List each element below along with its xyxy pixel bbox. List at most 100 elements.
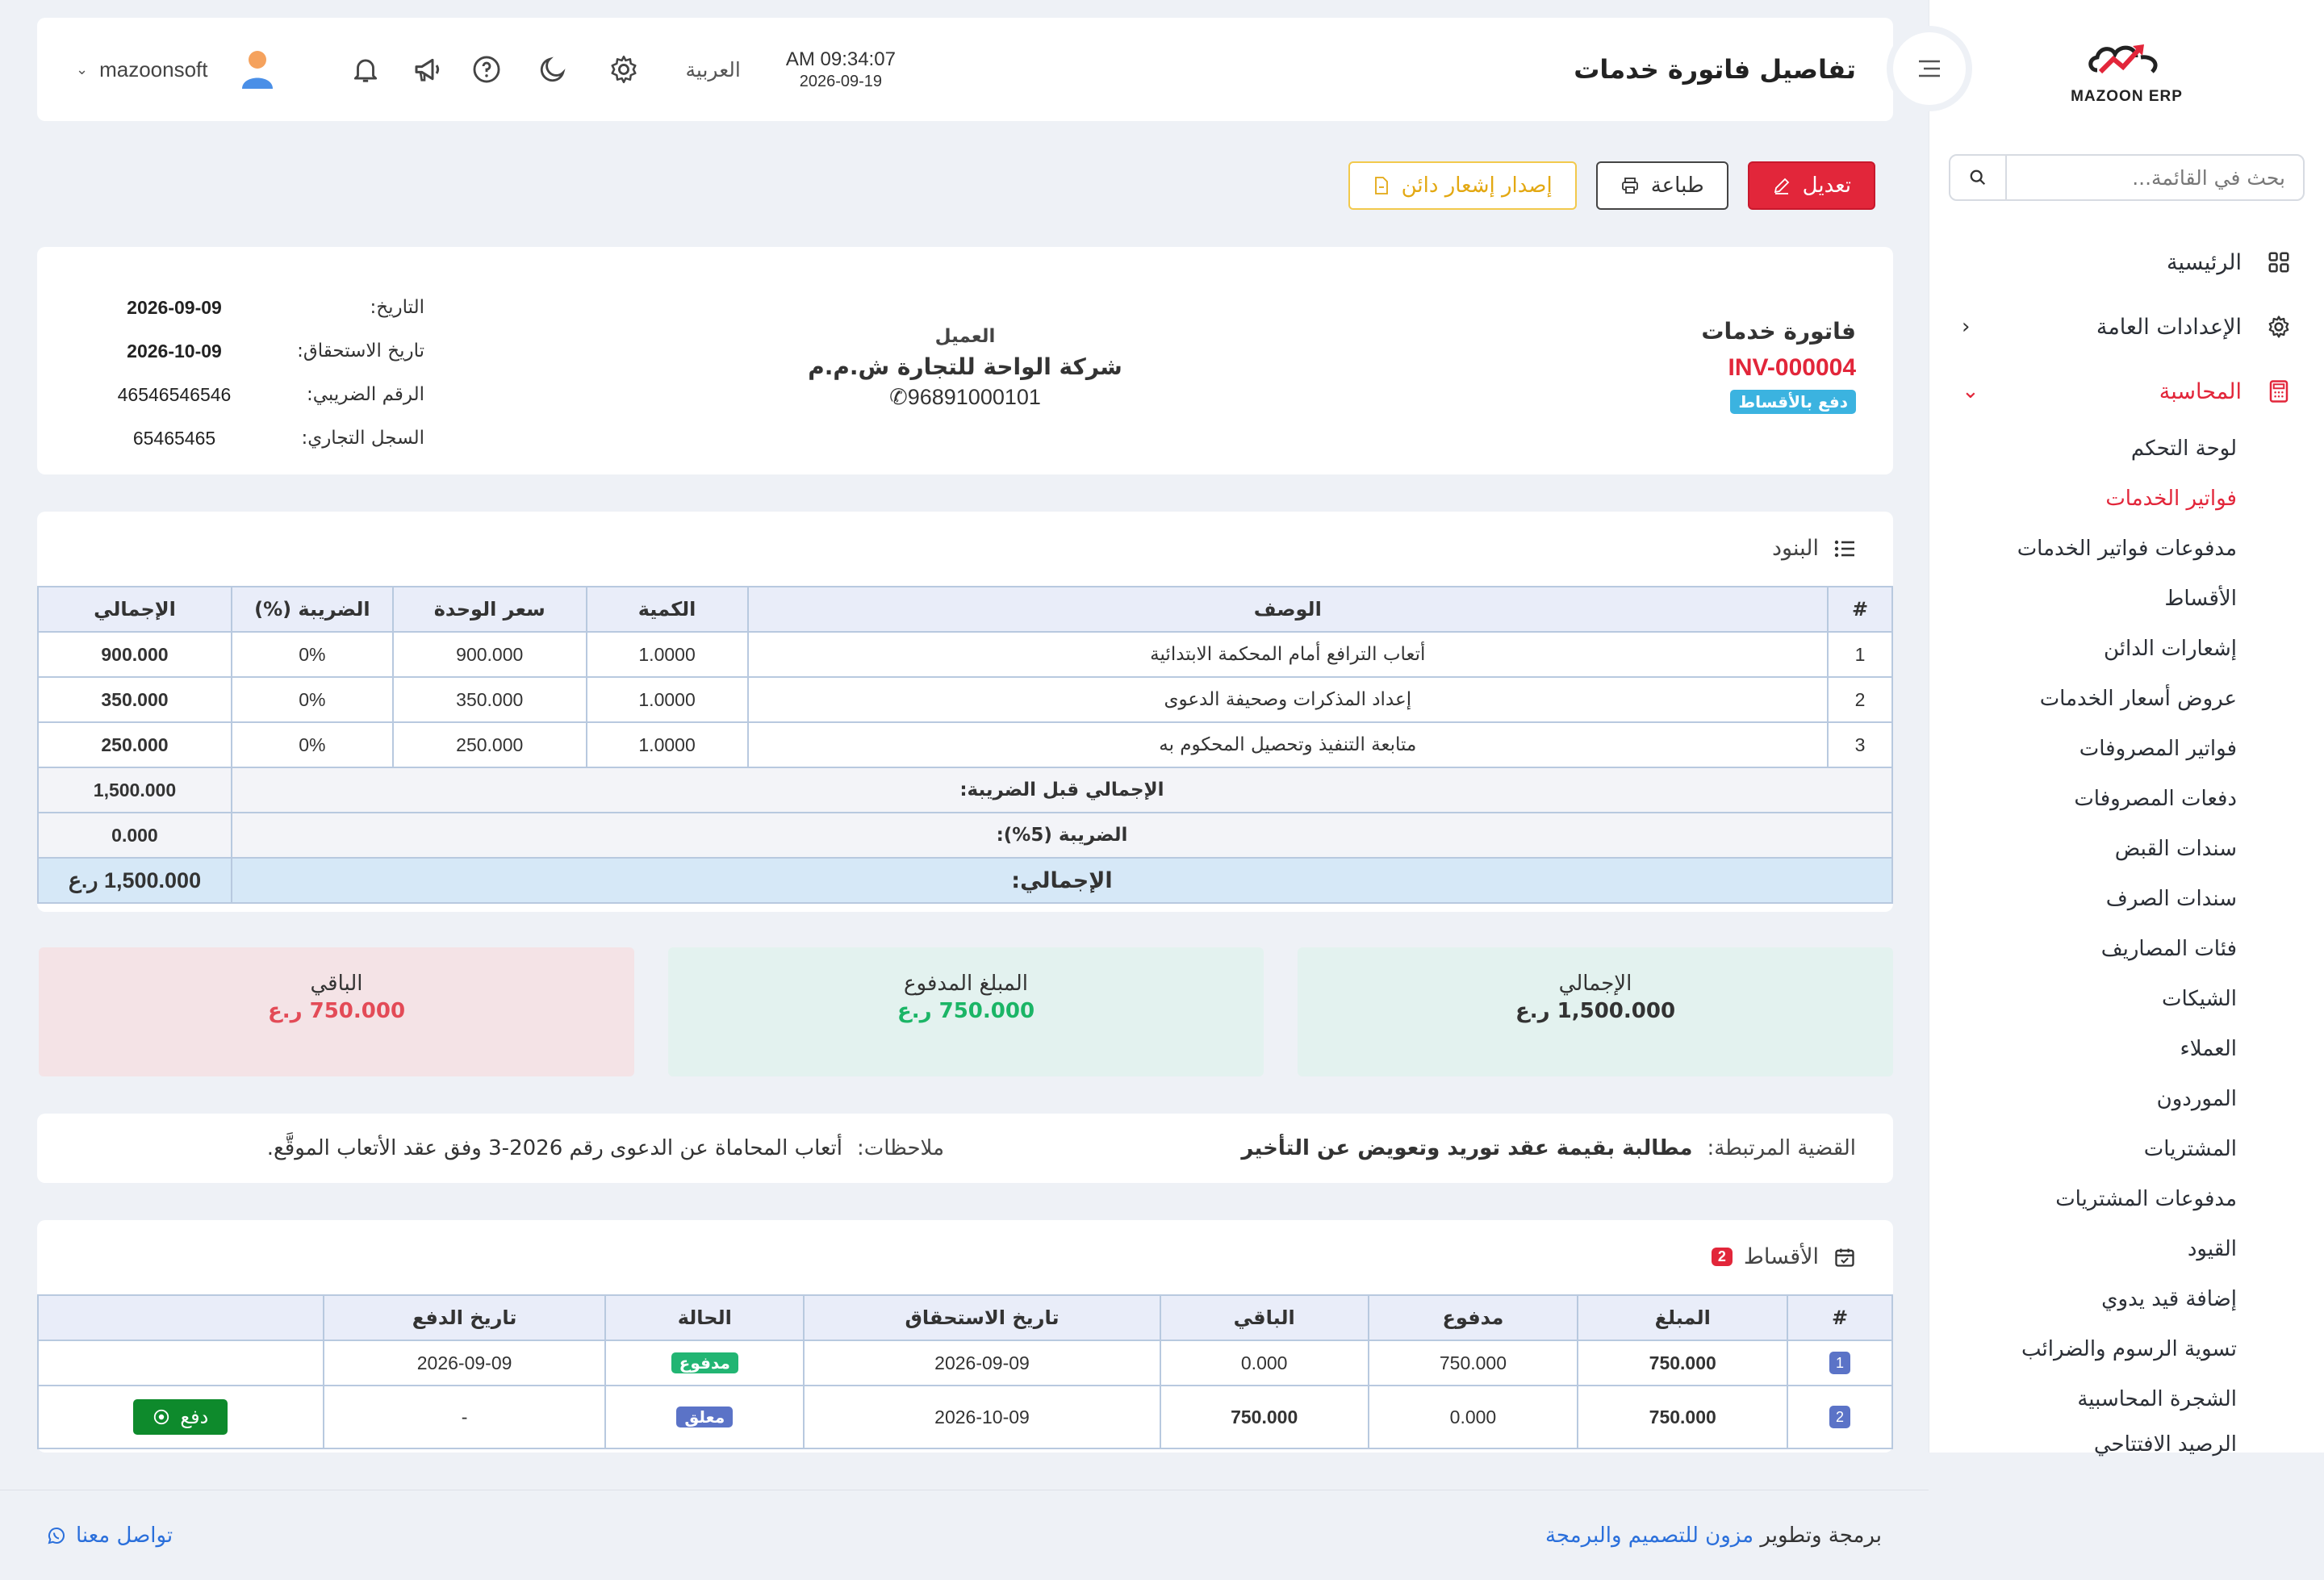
- submenu-item[interactable]: الأقساط: [2164, 587, 2237, 611]
- submenu-item[interactable]: فواتير المصروفات: [2079, 737, 2237, 761]
- bell-icon: [353, 59, 377, 82]
- subtotal-row: الإجمالي قبل الضريبة: 1,500.000: [37, 767, 1894, 813]
- chevron-down-icon: ⌄: [1962, 379, 1979, 403]
- sidebar-search: [1949, 154, 2305, 201]
- footer: برمجة وتطوير مزون للتصميم والبرمجة تواصل…: [0, 1490, 1929, 1580]
- print-button[interactable]: طباعة: [1595, 161, 1728, 210]
- submenu-item[interactable]: الموردون: [2156, 1087, 2237, 1111]
- summary-total-tile: الإجمالي 1,500.000 ر.ع: [1298, 947, 1893, 1076]
- notifications-button[interactable]: [349, 52, 382, 86]
- notes-card: القضية المرتبطة: مطالبة بقيمة عقد توريد …: [37, 1114, 1893, 1183]
- cell-remaining: 0.000: [1159, 1340, 1369, 1386]
- cell-due-date: 2026-09-09: [803, 1340, 1161, 1386]
- meta-label: الرقم الضريبي:: [307, 384, 424, 405]
- items-title: البنود: [1772, 536, 1819, 561]
- language-switch[interactable]: العربية: [685, 57, 741, 82]
- column-header: تاريخ الدفع: [322, 1294, 607, 1341]
- pay-installment-button[interactable]: دفع: [133, 1399, 228, 1435]
- sidebar-toggle-button[interactable]: [1893, 32, 1966, 105]
- submenu-item[interactable]: عروض أسعار الخدمات: [2039, 687, 2237, 711]
- sidebar-search-button[interactable]: [1950, 156, 2007, 199]
- installments-card: الأقساط 2 # المبلغ مدفوع الباقي تاريخ ال…: [37, 1220, 1893, 1453]
- submenu-item-service-invoices[interactable]: فواتير الخدمات: [2105, 487, 2237, 511]
- cell-unit-price: 900.000: [391, 631, 587, 678]
- cell-actions: [37, 1340, 324, 1386]
- invoice-meta: التاريخ: 2026-09-09 تاريخ الاستحقاق: 202…: [86, 286, 424, 460]
- cell-amount: 750.000: [1577, 1340, 1789, 1386]
- cell-actions: دفع: [37, 1385, 324, 1449]
- edit-button[interactable]: تعديل: [1747, 161, 1875, 210]
- gear-icon: [2266, 314, 2292, 340]
- tax-label: الضريبة (5%):: [230, 812, 1894, 859]
- cell-paid: 750.000: [1367, 1340, 1579, 1386]
- submenu-item[interactable]: الشيكات: [2162, 987, 2237, 1011]
- meta-label: التاريخ:: [370, 297, 424, 318]
- summary-total-value: 1,500.000 ر.ع: [1515, 999, 1676, 1023]
- logo[interactable]: MAZOON ERP: [1929, 0, 2324, 141]
- theme-toggle-button[interactable]: [536, 52, 570, 86]
- submenu-item[interactable]: إضافة قيد يدوي: [2101, 1287, 2237, 1311]
- sidebar-item-home[interactable]: الرئيسية: [1929, 230, 2324, 295]
- user-menu[interactable]: ⌄ mazoonsoft: [76, 48, 276, 90]
- sidebar-search-input[interactable]: [2007, 156, 2303, 199]
- issue-credit-note-button[interactable]: إصدار إشعار دائن: [1348, 161, 1577, 210]
- sidebar-item-accounting[interactable]: المحاسبة ⌄: [1929, 359, 2324, 424]
- submenu-item[interactable]: مدفوعات المشتريات: [2055, 1187, 2237, 1211]
- submenu-item[interactable]: المشتريات: [2143, 1137, 2237, 1161]
- submenu-item[interactable]: لوحة التحكم: [2130, 437, 2237, 461]
- chevron-down-icon: ⌄: [76, 61, 89, 77]
- meta-value: 2026-09-09: [127, 296, 222, 318]
- invoice-type-title: فاتورة خدمات: [1701, 318, 1856, 345]
- cell-unit-price: 250.000: [391, 721, 587, 768]
- meta-value: 46546546546: [117, 383, 232, 405]
- sidebar-item-label: الإعدادات العامة: [2096, 314, 2242, 340]
- table-header-row: # المبلغ مدفوع الباقي تاريخ الاستحقاق ال…: [37, 1294, 1893, 1341]
- edit-button-label: تعديل: [1802, 173, 1851, 198]
- help-button[interactable]: [470, 52, 504, 86]
- clock-time: AM 09:34:07: [785, 48, 896, 70]
- items-table: # الوصف الكمية سعر الوحدة الضريبة (%) ال…: [37, 586, 1894, 904]
- summary-remaining-tile: الباقي 750.000 ر.ع: [39, 947, 634, 1076]
- submenu-item[interactable]: تسوية الرسوم والضرائب: [2021, 1337, 2237, 1361]
- submenu-item[interactable]: العملاء: [2180, 1037, 2237, 1061]
- cell-total: 350.000: [37, 676, 232, 723]
- footer-company-link[interactable]: مزون للتصميم والبرمجة: [1544, 1523, 1754, 1548]
- sidebar-item-general-settings[interactable]: الإعدادات العامة ‹: [1929, 295, 2324, 359]
- submenu-item[interactable]: سندات الصرف: [2105, 887, 2237, 911]
- submenu-item[interactable]: إشعارات الدائن: [2103, 637, 2237, 661]
- sidebar-nav: الرئيسية الإعدادات العامة ‹ المحاسبة ⌄: [1929, 230, 2324, 424]
- announcements-button[interactable]: [412, 52, 445, 86]
- meta-label: السجل التجاري:: [301, 428, 424, 449]
- column-header: الباقي: [1159, 1294, 1369, 1341]
- submenu-item[interactable]: دفعات المصروفات: [2074, 787, 2237, 811]
- megaphone-icon: [415, 58, 439, 82]
- credit-note-button-label: إصدار إشعار دائن: [1401, 173, 1553, 198]
- subtotal-label: الإجمالي قبل الضريبة:: [230, 767, 1894, 813]
- submenu-item[interactable]: الشجرة المحاسبية: [2077, 1387, 2237, 1411]
- chevron-left-icon: ‹: [1962, 315, 1971, 339]
- cell-quantity: 1.0000: [585, 721, 749, 768]
- submenu-item[interactable]: مدفوعات فواتير الخدمات: [2017, 537, 2237, 561]
- cell-amount: 750.000: [1577, 1385, 1789, 1449]
- summary-paid-label: المبلغ المدفوع: [904, 972, 1028, 996]
- meta-row-due-date: تاريخ الاستحقاق: 2026-10-09: [86, 329, 424, 373]
- table-row: 1 أتعاب الترافع أمام المحكمة الابتدائية …: [37, 631, 1893, 678]
- contact-us-link[interactable]: تواصل معنا: [47, 1524, 173, 1548]
- related-case: القضية المرتبطة: مطالبة بقيمة عقد توريد …: [1241, 1136, 1856, 1160]
- submenu-item[interactable]: سندات القبض: [2114, 837, 2237, 861]
- accounting-submenu: لوحة التحكم فواتير الخدمات مدفوعات فواتي…: [1929, 424, 2324, 1457]
- meta-label: تاريخ الاستحقاق:: [297, 341, 424, 362]
- subtotal-value: 1,500.000: [37, 767, 232, 813]
- settings-button[interactable]: [607, 52, 641, 86]
- submenu-item[interactable]: فئات المصاريف: [2100, 937, 2237, 961]
- client-phone: 96891000101: [907, 385, 1041, 409]
- column-header: الحالة: [604, 1294, 805, 1341]
- related-case-value: مطالبة بقيمة عقد توريد وتعويض عن التأخير: [1241, 1136, 1693, 1160]
- submenu-item[interactable]: القيود: [2187, 1237, 2237, 1261]
- grand-total-label: الإجمالي:: [230, 857, 1894, 904]
- calculator-icon: [2266, 378, 2292, 404]
- submenu-item[interactable]: الرصيد الافتتاحي: [2093, 1432, 2237, 1457]
- cell-quantity: 1.0000: [585, 631, 749, 678]
- cell-quantity: 1.0000: [585, 676, 749, 723]
- client-phone-row: ✆96891000101: [37, 385, 1893, 410]
